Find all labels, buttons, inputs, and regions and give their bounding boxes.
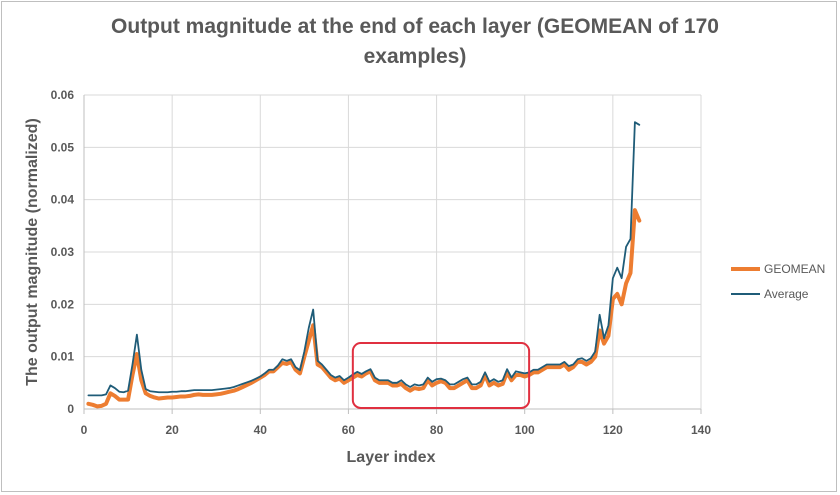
- grid-lines: [84, 94, 702, 409]
- x-tick-label: 80: [430, 423, 444, 437]
- legend-label-average: Average: [764, 287, 809, 301]
- x-tick-label: 100: [515, 423, 535, 437]
- y-tick-labels: 0 0.01 0.02 0.03 0.04 0.05 0.06: [51, 88, 75, 416]
- y-tick-label: 0.02: [51, 297, 75, 311]
- legend-label-geomean: GEOMEAN: [764, 262, 825, 276]
- highlight-region: [351, 342, 531, 409]
- x-tick-labels: 0 20 40 60 80 100 120 140: [81, 423, 712, 437]
- x-tick-label: 120: [603, 423, 623, 437]
- y-tick-label: 0.06: [51, 88, 75, 102]
- series-line-geomean: [86, 208, 642, 409]
- y-tick-label: 0.05: [51, 140, 75, 154]
- x-tick-label: 40: [254, 423, 268, 437]
- y-tick-label: 0: [67, 402, 74, 416]
- x-tick-label: 0: [81, 423, 88, 437]
- y-tick-label: 0.04: [51, 193, 75, 207]
- y-tick-label: 0.01: [51, 350, 75, 364]
- x-tick-label: 20: [165, 423, 179, 437]
- series-lines: [86, 121, 642, 409]
- legend: GEOMEAN Average: [731, 262, 825, 301]
- x-tick-label: 60: [342, 423, 356, 437]
- x-axis-title: Layer index: [347, 449, 436, 466]
- y-tick-label: 0.03: [51, 245, 75, 259]
- y-axis-title: The output magnitude (normalized): [24, 118, 41, 386]
- chart-title: Output magnitude at the end of each laye…: [111, 15, 719, 68]
- axes: [83, 95, 702, 414]
- highlight-box: [351, 342, 531, 409]
- x-tick-label: 140: [691, 423, 711, 437]
- series-line-average: [87, 121, 641, 397]
